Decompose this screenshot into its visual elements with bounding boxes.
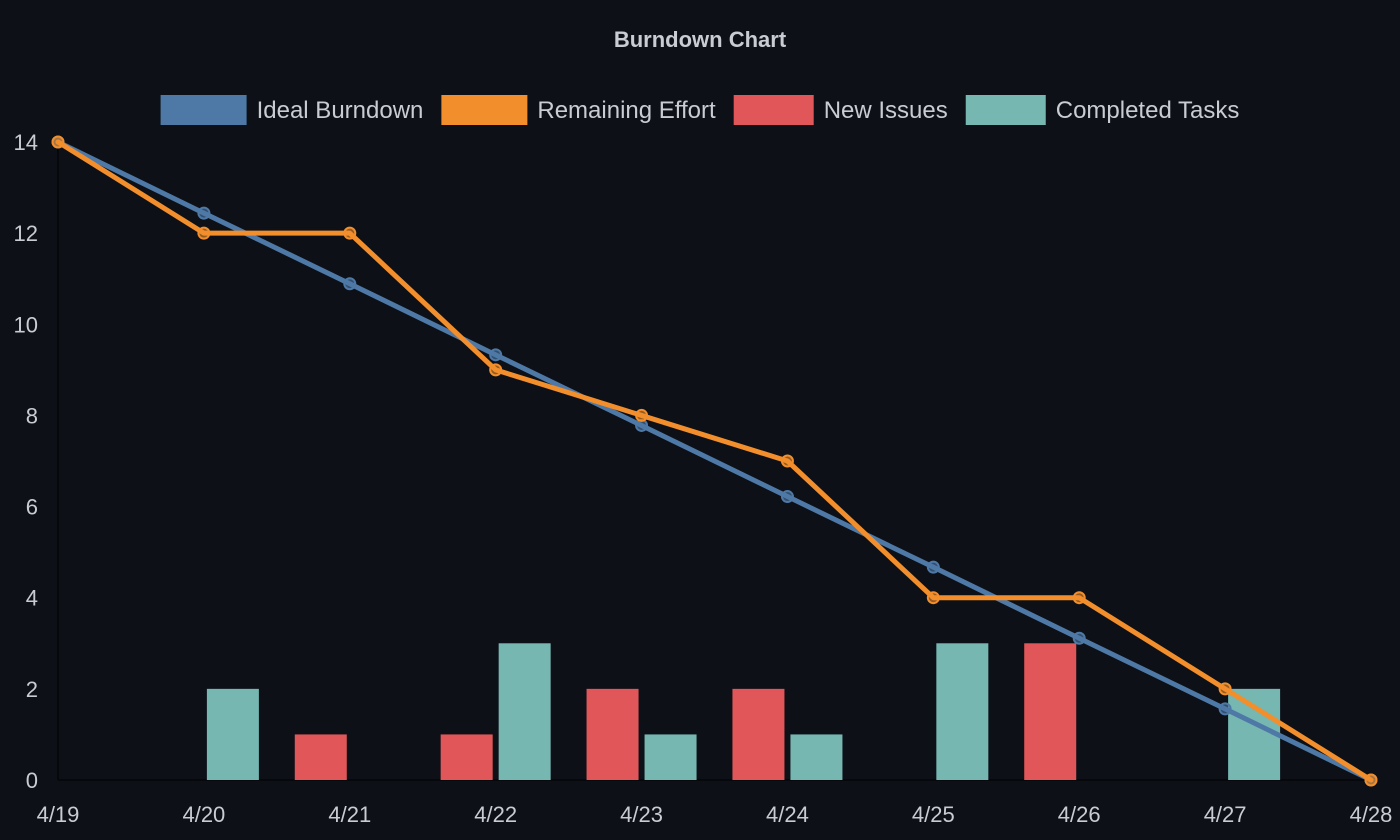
ideal-burndown-point [1218,702,1232,716]
remaining-effort-point [926,591,940,605]
ideal-burndown-line [55,139,1374,783]
completed-tasks-bar [206,688,259,780]
y-tick-label: 12 [14,221,38,246]
legend-item-remaining-effort: Remaining Effort [441,95,716,125]
remaining-effort-point [197,226,211,240]
x-tick-label: 4/24 [766,802,809,827]
axes: 0 2 4 6 8 10 12 14 4/19 4/20 4/21 4/22 4/23 4/24 4/25 4… [14,130,1393,827]
new-issues-bar [294,734,347,780]
legend-swatch [733,95,814,125]
legend-label: Completed Tasks [1056,97,1240,124]
bar-series [206,643,1281,780]
y-tick-label: 8 [26,403,38,428]
remaining-effort-point [780,454,794,468]
ideal-burndown-point [1072,631,1086,645]
new-issues-bar [1024,643,1077,780]
new-issues-bar [440,734,493,780]
remaining-effort-point [51,135,65,149]
y-tick-label: 14 [14,130,38,155]
x-tick-label: 4/20 [182,802,225,827]
legend: Ideal Burndown Remaining Effort New Issues… [160,95,1240,125]
legend-swatch [965,95,1046,125]
x-tick-label: 4/25 [912,802,955,827]
completed-tasks-bar [498,643,551,780]
remaining-effort-point [1072,591,1086,605]
legend-label: Ideal Burndown [257,97,424,124]
legend-swatch [160,95,247,125]
legend-label: New Issues [824,97,948,124]
x-tick-label: 4/28 [1350,802,1393,827]
ideal-burndown-point [780,490,794,504]
completed-tasks-bar [644,734,697,780]
x-tick-label: 4/26 [1058,802,1101,827]
ideal-burndown-point [197,206,211,220]
new-issues-bar [586,688,639,780]
x-tick-label: 4/23 [620,802,663,827]
legend-item-completed-tasks: Completed Tasks [965,95,1240,125]
remaining-effort-point [489,363,503,377]
remaining-effort-point [343,226,357,240]
chart-title: Burndown Chart [614,27,787,52]
completed-tasks-bar [790,734,843,780]
x-tick-label: 4/27 [1204,802,1247,827]
ideal-burndown-point [489,348,503,362]
y-tick-label: 4 [26,586,38,611]
line-series [51,135,1378,787]
ideal-burndown-point [926,560,940,574]
remaining-effort-line [55,139,1374,783]
legend-label: Remaining Effort [537,97,716,124]
ideal-burndown-point [343,277,357,291]
legend-item-new-issues: New Issues [733,95,948,125]
remaining-effort-point [635,408,649,422]
x-tick-label: 4/21 [328,802,371,827]
y-tick-label: 0 [26,768,38,793]
completed-tasks-bar [936,643,989,780]
y-tick-label: 2 [26,677,38,702]
remaining-effort-point [1364,773,1378,787]
y-tick-label: 6 [26,495,38,520]
y-tick-label: 10 [14,312,38,337]
legend-item-ideal-burndown: Ideal Burndown [160,95,424,125]
x-tick-label: 4/22 [474,802,517,827]
x-tick-label: 4/19 [37,802,80,827]
new-issues-bar [732,688,785,780]
remaining-effort-point [1218,682,1232,696]
legend-swatch [441,95,528,125]
